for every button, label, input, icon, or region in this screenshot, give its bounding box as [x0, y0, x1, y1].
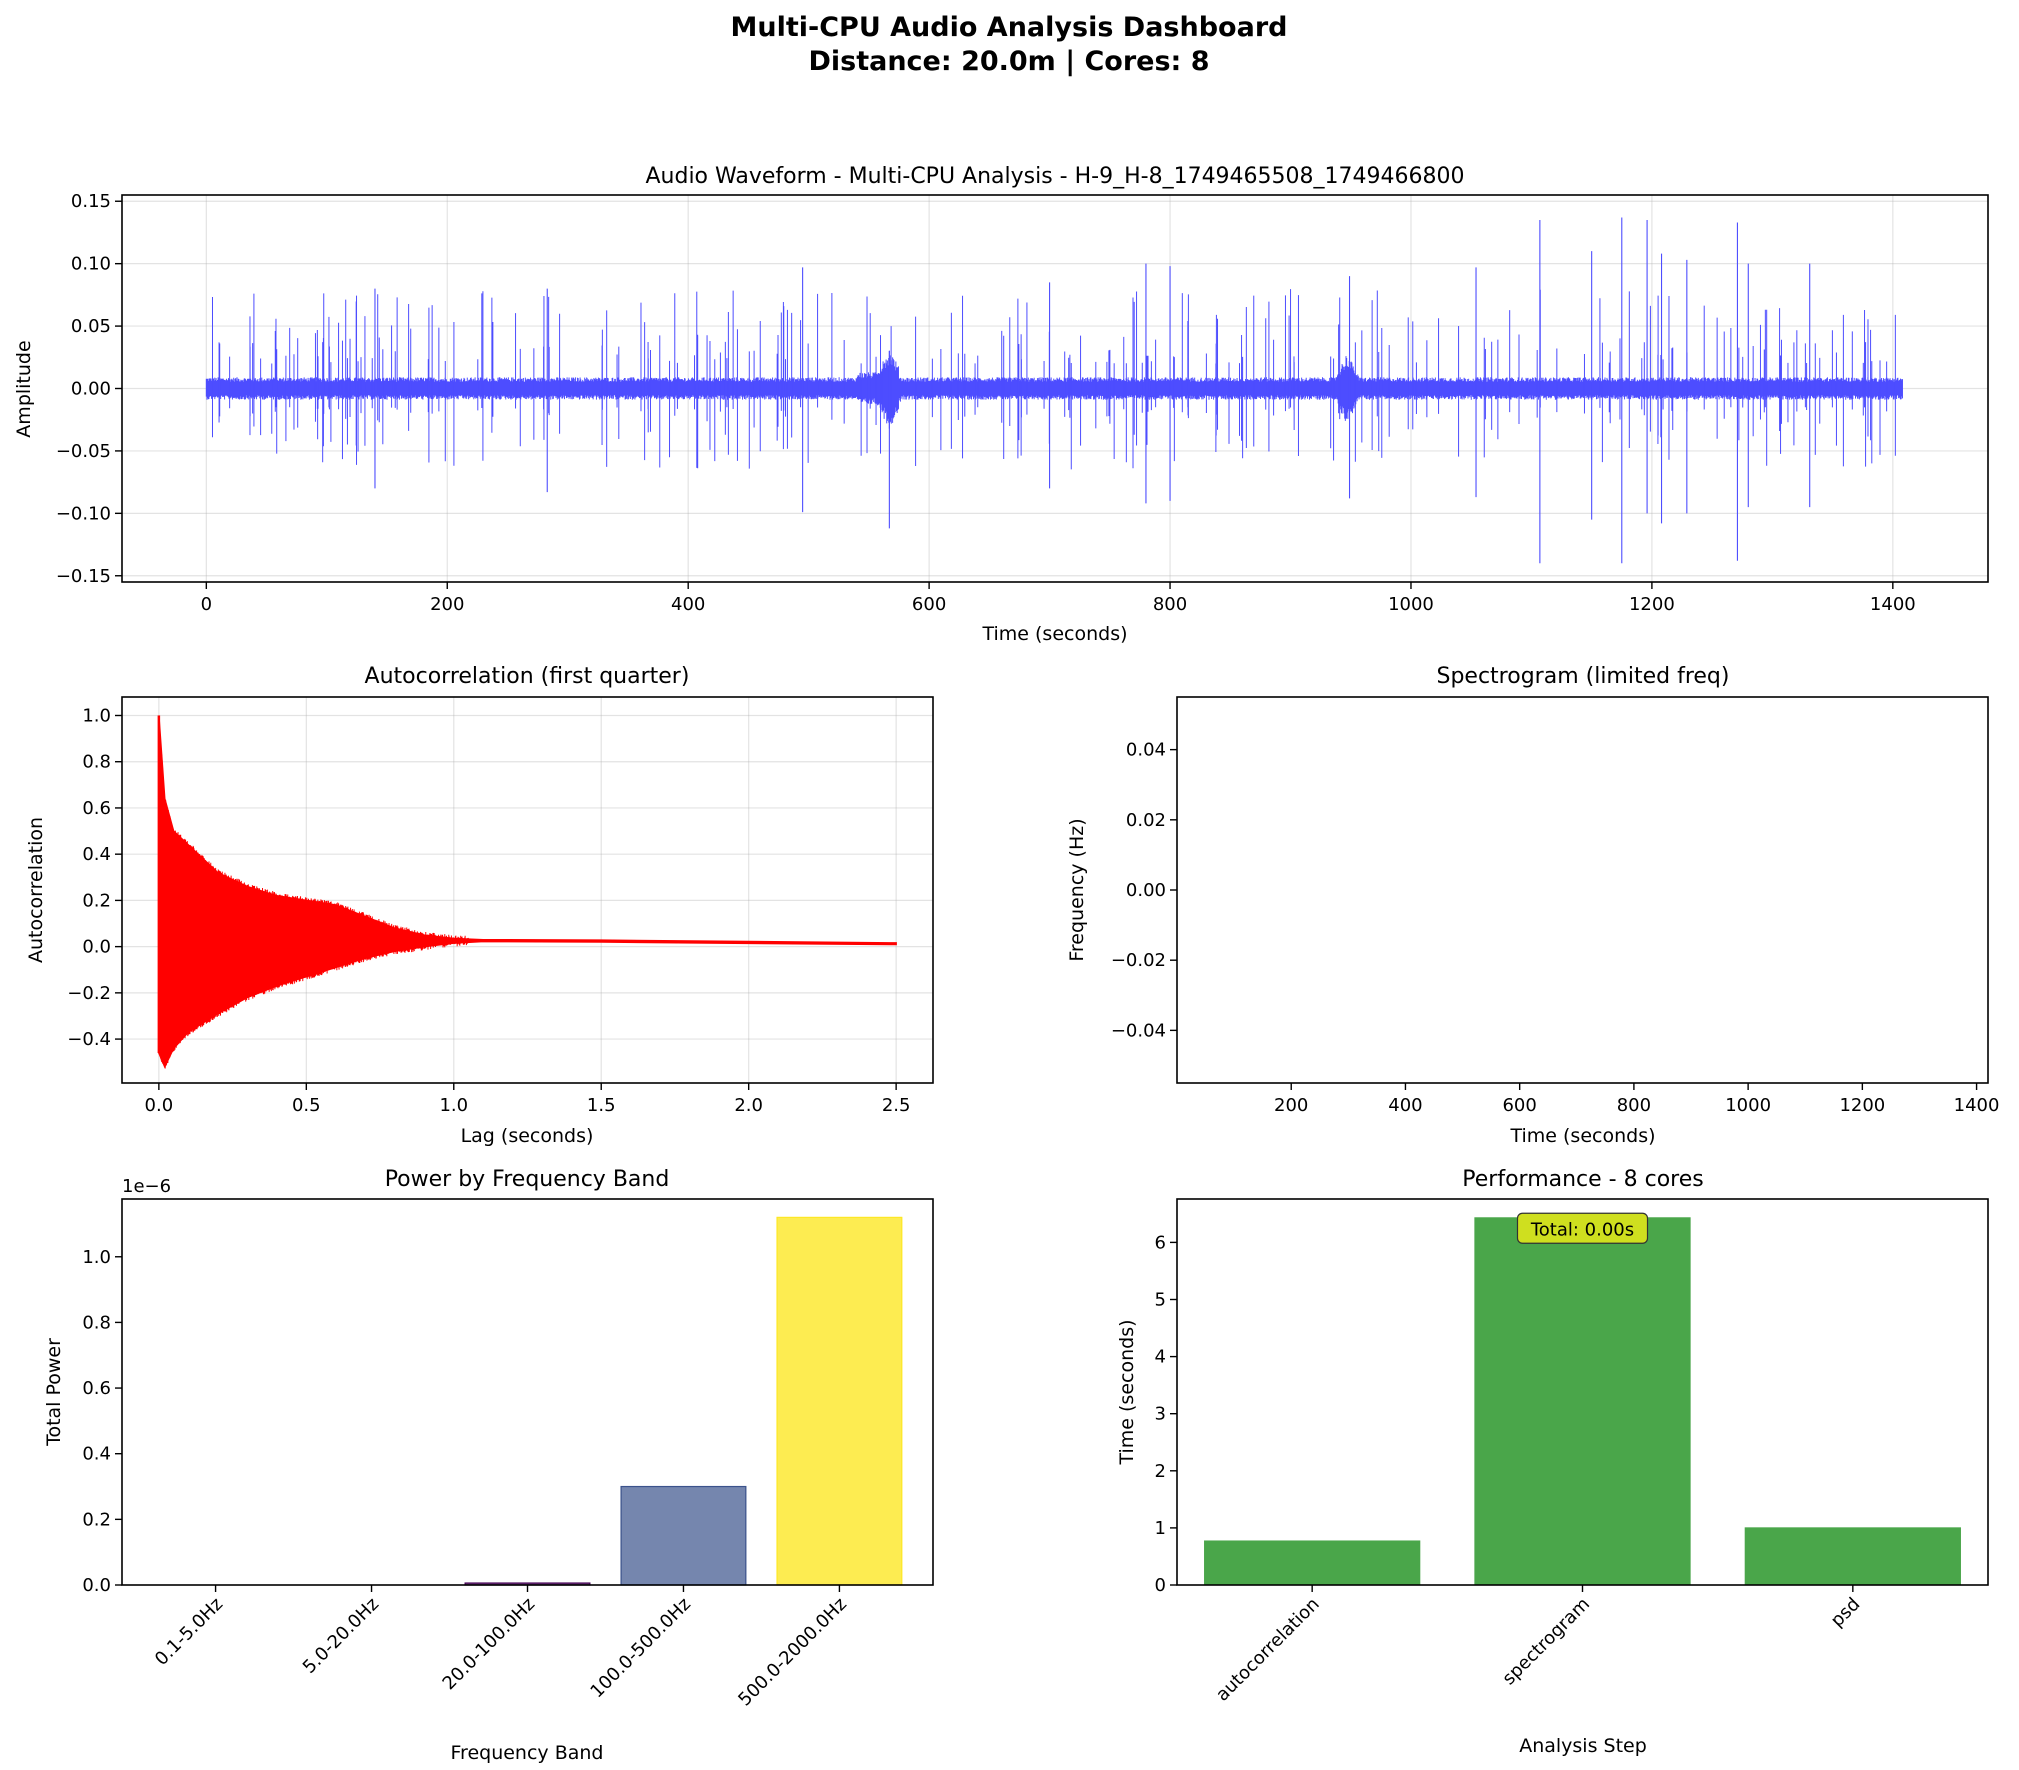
- perf-xtick-label: spectrogram: [1498, 1594, 1594, 1690]
- perf-annotation-box: [1516, 1212, 1649, 1244]
- bands-ytick-label: 0.0: [82, 1575, 111, 1596]
- autocorr-ytick-label: 0.4: [82, 844, 111, 865]
- spectrogram-ytick-label: 0.02: [1126, 810, 1166, 831]
- perf-ytick-label: 0: [1155, 1575, 1166, 1596]
- waveform-title: Audio Waveform - Multi-CPU Analysis - H-…: [645, 164, 1464, 189]
- bands-ytick-label: 0.6: [82, 1378, 111, 1399]
- waveform-ytick-label: 0.05: [71, 316, 111, 337]
- autocorr-ytick-label: 0.6: [82, 798, 111, 819]
- bands-xtick-label: 500.0-2000.0Hz: [734, 1594, 851, 1711]
- autocorr-ylabel: Autocorrelation: [25, 817, 47, 963]
- autocorr-panel: Autocorrelation (first quarter) 1.0 0.8 0.…: [25, 664, 934, 1147]
- waveform-xtick-label: 1200: [1629, 594, 1675, 615]
- waveform-ytick-label: 0.00: [71, 379, 111, 400]
- spectrogram-axes: [1176, 696, 1989, 1084]
- perf-ytick-label: 5: [1155, 1289, 1166, 1310]
- spectrogram-ytick-label: 0.04: [1126, 740, 1166, 761]
- waveform-xtick-label: 200: [430, 594, 464, 615]
- spectrogram-ylabel: Frequency (Hz): [1066, 818, 1088, 961]
- perf-panel: Performance - 8 cores 0 1 2 3 4 5 6 autocorrela…: [1116, 1167, 1989, 1757]
- autocorr-ytick-label: 0.0: [82, 937, 111, 958]
- figure-subtitle: Distance: 20.0m | Cores: 8: [808, 46, 1209, 77]
- waveform-xtick-label: 400: [671, 594, 705, 615]
- perf-ytick-label: 1: [1155, 1518, 1166, 1539]
- spectrogram-ytick-label: −0.04: [1111, 1020, 1166, 1041]
- perf-title: Performance - 8 cores: [1462, 1167, 1703, 1192]
- perf-bar: [1204, 1540, 1421, 1585]
- waveform-panel: Audio Waveform - Multi-CPU Analysis - H-…: [13, 164, 1989, 645]
- waveform-ytick-label: −0.10: [56, 503, 111, 524]
- autocorr-title: Autocorrelation (first quarter): [365, 664, 690, 689]
- waveform-xtick-label: 600: [912, 594, 946, 615]
- spectrogram-xtick-label: 1200: [1839, 1095, 1885, 1116]
- waveform-ylabel: Amplitude: [13, 340, 35, 437]
- bands-ylabel: Total Power: [43, 1338, 65, 1447]
- autocorr-xtick-label: 1.0: [439, 1095, 468, 1116]
- perf-ytick-label: 2: [1155, 1461, 1166, 1482]
- waveform-xtick-label: 1000: [1388, 594, 1434, 615]
- spectrogram-xtick-label: 1000: [1725, 1095, 1771, 1116]
- autocorr-ytick-label: −0.4: [67, 1029, 111, 1050]
- bands-ytick-label: 0.2: [82, 1509, 111, 1530]
- bands-ytick-label: 0.4: [82, 1444, 111, 1465]
- autocorr-xtick-label: 1.5: [587, 1095, 616, 1116]
- spectrogram-ytick-label: 0.00: [1126, 880, 1166, 901]
- autocorr-ytick-label: 0.8: [82, 752, 111, 773]
- waveform-xtick-label: 800: [1153, 594, 1187, 615]
- perf-ylabel: Time (seconds): [1116, 1319, 1138, 1465]
- autocorr-xlabel: Lag (seconds): [461, 1125, 594, 1147]
- perf-total-annotation: Total: 0.00s: [1516, 1212, 1649, 1244]
- perf-ytick-label: 6: [1155, 1232, 1166, 1253]
- bands-ytick-label: 0.8: [82, 1312, 111, 1333]
- spectrogram-xtick-label: 200: [1274, 1095, 1308, 1116]
- bands-title: Power by Frequency Band: [385, 1167, 670, 1192]
- perf-xtick-label: autocorrelation: [1212, 1594, 1324, 1706]
- autocorr-ytick-label: −0.2: [67, 983, 111, 1004]
- autocorr-axes: [121, 696, 934, 1084]
- spectrogram-xtick-label: 1400: [1954, 1095, 2000, 1116]
- figure-title: Multi-CPU Audio Analysis Dashboard: [731, 12, 1288, 43]
- waveform-ytick-label: 0.15: [71, 191, 111, 212]
- bands-xtick-label: 5.0-20.0Hz: [299, 1594, 383, 1678]
- perf-xlabel: Analysis Step: [1519, 1735, 1647, 1757]
- bands-xlabel: Frequency Band: [451, 1742, 604, 1764]
- waveform-noise-band: [205, 350, 1903, 429]
- autocorr-envelope: [158, 715, 897, 1069]
- bands-panel: Power by Frequency Band 1e−6 0.0 0.2 0.4 0.…: [43, 1167, 934, 1764]
- waveform-ytick-label: −0.15: [56, 566, 111, 587]
- bands-offset-label: 1e−6: [122, 1176, 171, 1197]
- perf-bar: [1744, 1527, 1961, 1585]
- waveform-ytick-label: −0.05: [56, 441, 111, 462]
- bands-xtick-label: 20.0-100.0Hz: [439, 1594, 539, 1694]
- bands-ytick-label: 1.0: [82, 1247, 111, 1268]
- autocorr-xtick-label: 2.0: [734, 1095, 763, 1116]
- autocorr-xtick-label: 0.0: [145, 1095, 174, 1116]
- spectrogram-panel: Spectrogram (limited freq) 0.04 0.02 0.00 −…: [1066, 664, 1999, 1147]
- spectrogram-xtick-label: 600: [1502, 1095, 1536, 1116]
- autocorr-ytick-label: 1.0: [82, 705, 111, 726]
- perf-ytick-label: 3: [1155, 1404, 1166, 1425]
- bands-xtick-label: 100.0-500.0Hz: [586, 1594, 695, 1703]
- bands-bar: [776, 1216, 903, 1586]
- spectrogram-xtick-label: 400: [1388, 1095, 1422, 1116]
- spectrogram-title: Spectrogram (limited freq): [1437, 664, 1730, 689]
- perf-xtick-label: psd: [1827, 1594, 1865, 1632]
- perf-ytick-label: 4: [1155, 1347, 1166, 1368]
- bands-bar: [620, 1485, 747, 1586]
- autocorr-xtick-label: 2.5: [882, 1095, 911, 1116]
- autocorr-xtick-label: 0.5: [292, 1095, 321, 1116]
- waveform-ytick-label: 0.10: [71, 254, 111, 275]
- spectrogram-xlabel: Time (seconds): [1509, 1125, 1655, 1147]
- waveform-xtick-label: 0: [201, 594, 212, 615]
- spectrogram-xtick-label: 800: [1617, 1095, 1651, 1116]
- perf-annotation-text: Total: 0.00s: [1530, 1219, 1634, 1240]
- spectrogram-ytick-label: −0.02: [1111, 950, 1166, 971]
- bands-xtick-label: 0.1-5.0Hz: [151, 1594, 227, 1670]
- waveform-xtick-label: 1400: [1870, 594, 1916, 615]
- perf-bar: [1474, 1217, 1691, 1585]
- waveform-xlabel: Time (seconds): [981, 623, 1127, 645]
- autocorr-ytick-label: 0.2: [82, 890, 111, 911]
- autocorr-oscillation: [159, 737, 471, 1069]
